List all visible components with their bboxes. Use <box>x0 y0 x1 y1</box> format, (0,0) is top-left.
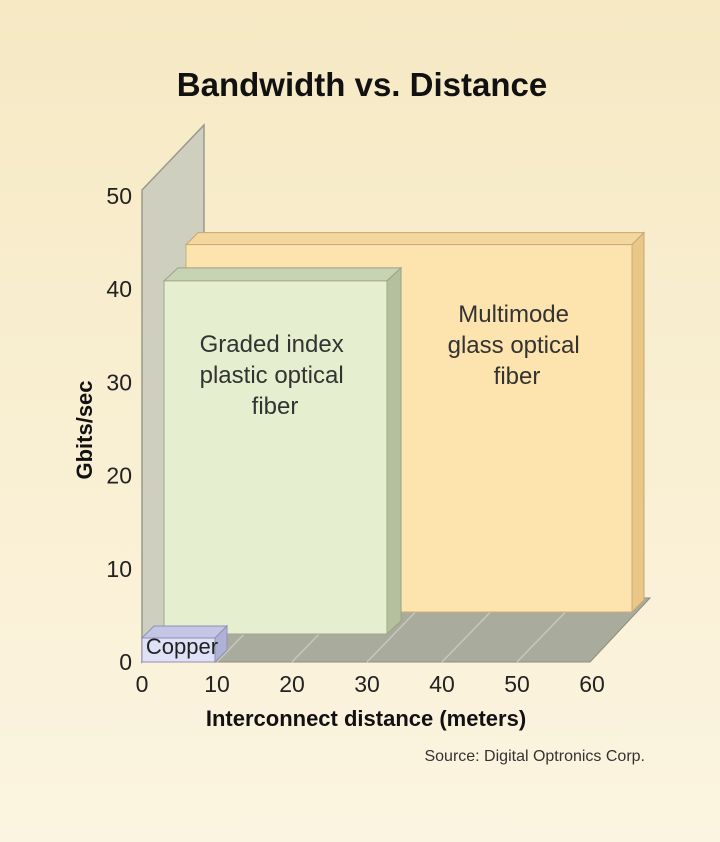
bar-copper <box>140 624 229 664</box>
y-tick-label: 30 <box>106 369 132 395</box>
bar-multimode-glass-top <box>184 232 646 246</box>
x-axis-ticks: 0 10 20 30 40 50 60 <box>136 671 605 697</box>
y-tick-label: 40 <box>106 276 132 302</box>
x-tick-label: 10 <box>204 671 230 697</box>
x-tick-label: 60 <box>579 671 605 697</box>
bar-copper-label: Copper <box>146 634 218 659</box>
source-note: Source: Digital Optronics Corp. <box>424 748 645 765</box>
bar-multimode-glass-label-line-2: glass optical <box>448 332 580 359</box>
bar-graded-index-plastic-label-line-2: plastic optical <box>200 362 344 389</box>
y-tick-label: 0 <box>119 649 132 675</box>
x-axis-label: Interconnect distance (meters) <box>206 706 526 731</box>
bar-graded-index-plastic-label: Graded index plastic optical fiber <box>200 331 351 420</box>
y-tick-label: 20 <box>106 463 132 489</box>
x-tick-label: 40 <box>429 671 455 697</box>
y-axis-label: Gbits/sec <box>72 380 97 479</box>
bar-graded-index-plastic-label-line-3: fiber <box>252 393 299 420</box>
x-tick-label: 20 <box>279 671 305 697</box>
bar-graded-index-plastic-label-line-1: Graded index <box>200 331 344 358</box>
bar-graded-index-plastic-side <box>386 266 402 636</box>
x-tick-label: 0 <box>136 671 149 697</box>
bar-multimode-glass-label-line-3: fiber <box>494 363 541 390</box>
bar-multimode-glass-side <box>631 231 645 614</box>
bar-multimode-glass-label-line-1: Multimode <box>458 301 569 328</box>
x-tick-label: 50 <box>504 671 530 697</box>
bar-copper-front <box>141 637 216 663</box>
bar-graded-index-plastic-top <box>162 267 403 282</box>
bar-graded-index-plastic <box>162 266 403 636</box>
bar-graded-index-plastic-front <box>163 280 388 635</box>
y-axis-ticks: 0 10 20 30 40 50 <box>106 183 132 675</box>
y-tick-label: 50 <box>106 183 132 209</box>
x-tick-label: 30 <box>354 671 380 697</box>
chart-title: Bandwidth vs. Distance <box>177 66 547 103</box>
y-tick-label: 10 <box>106 556 132 582</box>
bar-multimode-glass-label: Multimode glass optical fiber <box>448 301 587 390</box>
